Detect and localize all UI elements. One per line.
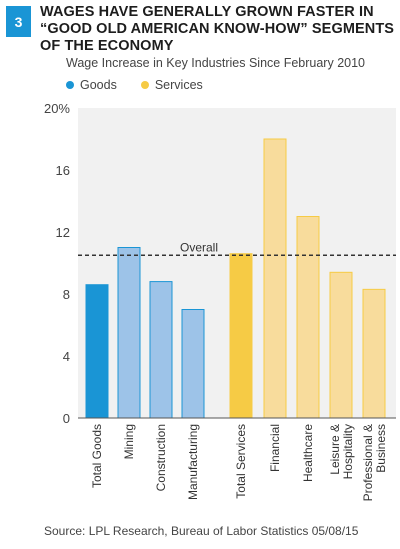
figure-number-badge: 3 [6, 6, 31, 37]
x-category-label: Construction [154, 424, 168, 491]
page-title: WAGES HAVE GENERALLY GROWN FASTER IN “GO… [40, 4, 395, 54]
y-tick-label: 4 [63, 349, 70, 364]
bar-leisure-hospitality [329, 271, 353, 419]
overall-reference-label: Overall [180, 240, 218, 254]
legend-item-services: Services [140, 78, 203, 92]
bar-mining [117, 247, 141, 419]
legend-item-goods: Goods [66, 78, 117, 92]
x-category-label: Healthcare [301, 424, 315, 482]
x-category-label: Manufacturing [186, 424, 200, 500]
bar-healthcare [296, 216, 320, 419]
legend-label-goods: Goods [80, 78, 117, 92]
bar-manufacturing [181, 309, 205, 419]
x-category-label-line: Financial [268, 424, 282, 472]
x-category-label-line: Manufacturing [186, 424, 200, 500]
bar-professional-business [362, 288, 386, 419]
y-tick-label: 20% [44, 101, 70, 116]
bar-total-services [229, 253, 253, 419]
legend-label-services: Services [154, 78, 203, 92]
y-tick-label: 8 [63, 287, 70, 302]
y-tick-label: 12 [56, 225, 70, 240]
legend-swatch-goods [66, 81, 74, 89]
x-category-label-line: Construction [154, 424, 168, 491]
bar-financial [263, 138, 287, 419]
x-category-label-line: Healthcare [301, 424, 315, 482]
x-category-label-line: Total Goods [90, 424, 104, 488]
x-category-label: Professional &Business [361, 424, 388, 501]
chart-legend: Goods Services [66, 78, 203, 92]
x-category-label-line: Total Services [234, 424, 248, 499]
x-category-label: Financial [268, 424, 282, 472]
chart-subtitle: Wage Increase in Key Industries Since Fe… [66, 56, 365, 70]
x-category-label: Mining [122, 424, 136, 459]
legend-swatch-services [140, 81, 149, 89]
y-tick-label: 0 [63, 411, 70, 426]
x-category-label-line: Professional & [361, 424, 375, 501]
source-note: Source: LPL Research, Bureau of Labor St… [44, 524, 359, 538]
x-category-label: Leisure &Hospitality [328, 424, 355, 479]
x-category-label: Total Goods [90, 424, 104, 488]
y-tick-label: 16 [56, 163, 70, 178]
x-category-label-line: Mining [122, 424, 136, 459]
bar-construction [149, 281, 173, 419]
x-category-label-line: Leisure & [328, 424, 342, 475]
x-category-label-line: Hospitality [341, 424, 355, 479]
x-category-label-line: Business [374, 424, 388, 473]
bar-total-goods [85, 284, 109, 419]
x-category-label: Total Services [234, 424, 248, 499]
